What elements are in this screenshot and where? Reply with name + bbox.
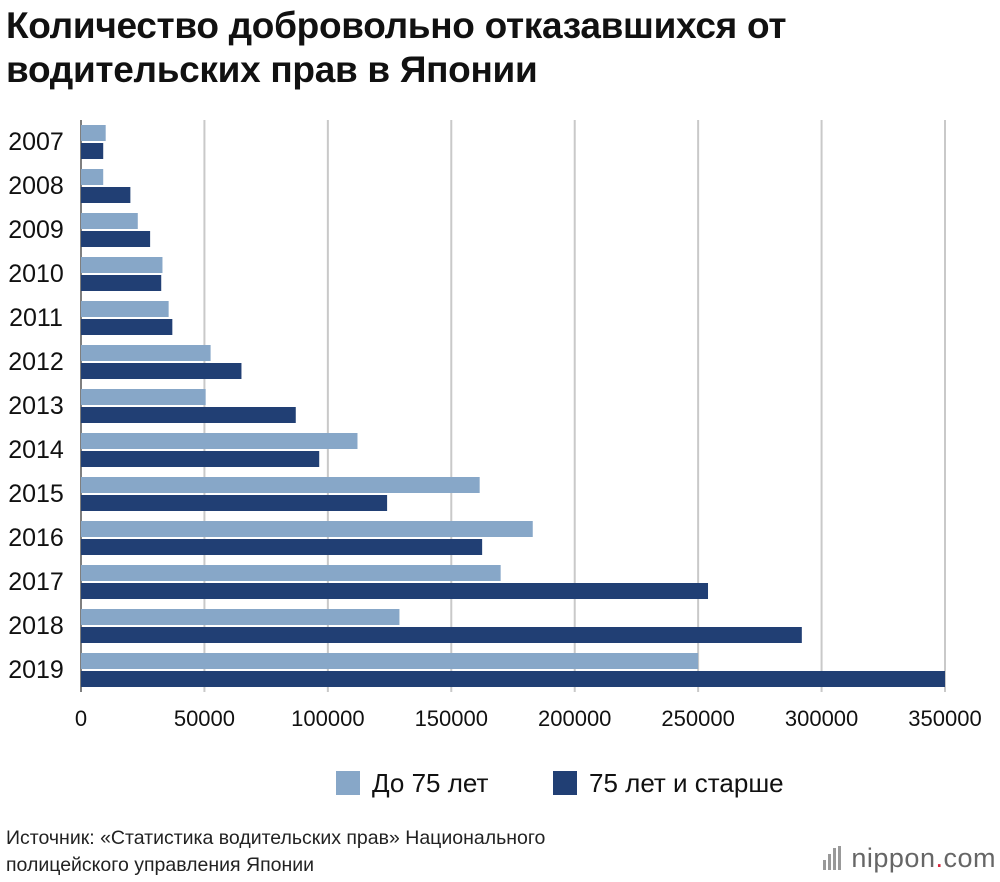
bar-over75-2010 bbox=[81, 275, 162, 291]
legend-swatch-under75 bbox=[336, 771, 360, 795]
year-label: 2013 bbox=[8, 392, 64, 420]
bar-over75-2014 bbox=[81, 451, 320, 467]
bar-under75-2011 bbox=[81, 301, 169, 317]
bar-over75-2011 bbox=[81, 319, 173, 335]
year-label: 2011 bbox=[9, 304, 63, 332]
logo-name: nippon bbox=[851, 842, 936, 873]
legend-swatch-over75 bbox=[553, 771, 577, 795]
logo-dot: . bbox=[935, 842, 944, 873]
bar-over75-2016 bbox=[81, 539, 483, 555]
bar-under75-2007 bbox=[81, 125, 106, 141]
bar-under75-2013 bbox=[81, 389, 206, 405]
bar-under75-2017 bbox=[81, 565, 501, 581]
bar-under75-2018 bbox=[81, 609, 400, 625]
chart-title: Количество добровольно отказавшихся от в… bbox=[6, 5, 787, 90]
bar-over75-2017 bbox=[81, 583, 709, 599]
legend: До 75 лет 75 лет и старше bbox=[0, 766, 1000, 800]
bar-under75-2015 bbox=[81, 477, 480, 493]
bar-over75-2007 bbox=[81, 143, 104, 159]
logo-suffix: com bbox=[943, 842, 996, 873]
year-label: 2008 bbox=[8, 172, 64, 200]
bar-under75-2009 bbox=[81, 213, 138, 229]
source-line-2: полицейского управления Японии bbox=[6, 854, 315, 876]
bar-under75-2008 bbox=[81, 169, 104, 185]
x-tick-label: 50000 bbox=[174, 706, 235, 731]
bar-over75-2008 bbox=[81, 187, 131, 203]
bar-over75-2012 bbox=[81, 363, 242, 379]
year-label: 2017 bbox=[8, 568, 64, 596]
year-label: 2009 bbox=[8, 216, 64, 244]
logo-mark-icon bbox=[823, 846, 843, 870]
grid-lines bbox=[80, 120, 946, 692]
year-label: 2007 bbox=[8, 128, 64, 156]
x-axis-tick-labels: 0 50000 100000 150000 200000 250000 300000 3500… bbox=[75, 706, 982, 731]
bar-under75-2016 bbox=[81, 521, 533, 537]
year-labels: 2007 2008 2009 2010 2011 2012 2013 2014 2015 2016… bbox=[8, 128, 64, 684]
bar-over75-2019 bbox=[81, 671, 945, 687]
x-tick-label: 150000 bbox=[415, 706, 488, 731]
bar-under75-2019 bbox=[81, 653, 699, 669]
bar-under75-2012 bbox=[81, 345, 211, 361]
bar-over75-2009 bbox=[81, 231, 151, 247]
legend-item-over75: 75 лет и старше bbox=[553, 766, 784, 800]
bar-over75-2018 bbox=[81, 627, 802, 643]
source-note: Источник: «Статистика водительских прав»… bbox=[6, 825, 545, 879]
year-label: 2019 bbox=[8, 656, 64, 684]
x-tick-label: 100000 bbox=[291, 706, 364, 731]
year-label: 2016 bbox=[8, 524, 64, 552]
bar-over75-2013 bbox=[81, 407, 296, 423]
source-line-1: Источник: «Статистика водительских прав»… bbox=[6, 827, 546, 849]
bar-under75-2010 bbox=[81, 257, 163, 273]
nippon-logo: nippon. com bbox=[823, 842, 996, 874]
year-label: 2012 bbox=[8, 348, 64, 376]
year-label: 2010 bbox=[8, 260, 64, 288]
legend-label-over75: 75 лет и старше bbox=[589, 767, 784, 798]
bars bbox=[81, 125, 945, 687]
x-tick-label: 200000 bbox=[538, 706, 611, 731]
bar-chart: 2007 2008 2009 2010 2011 2012 2013 2014 2015 2016… bbox=[8, 120, 982, 731]
year-label: 2018 bbox=[8, 612, 64, 640]
x-tick-label: 350000 bbox=[908, 706, 981, 731]
bar-over75-2015 bbox=[81, 495, 388, 511]
year-label: 2014 bbox=[8, 436, 64, 464]
x-tick-label: 0 bbox=[75, 706, 87, 731]
x-tick-label: 300000 bbox=[785, 706, 858, 731]
bar-under75-2014 bbox=[81, 433, 358, 449]
x-tick-label: 250000 bbox=[661, 706, 734, 731]
legend-item-under75: До 75 лет bbox=[336, 766, 488, 800]
year-label: 2015 bbox=[8, 480, 64, 508]
legend-label-under75: До 75 лет bbox=[372, 767, 489, 798]
